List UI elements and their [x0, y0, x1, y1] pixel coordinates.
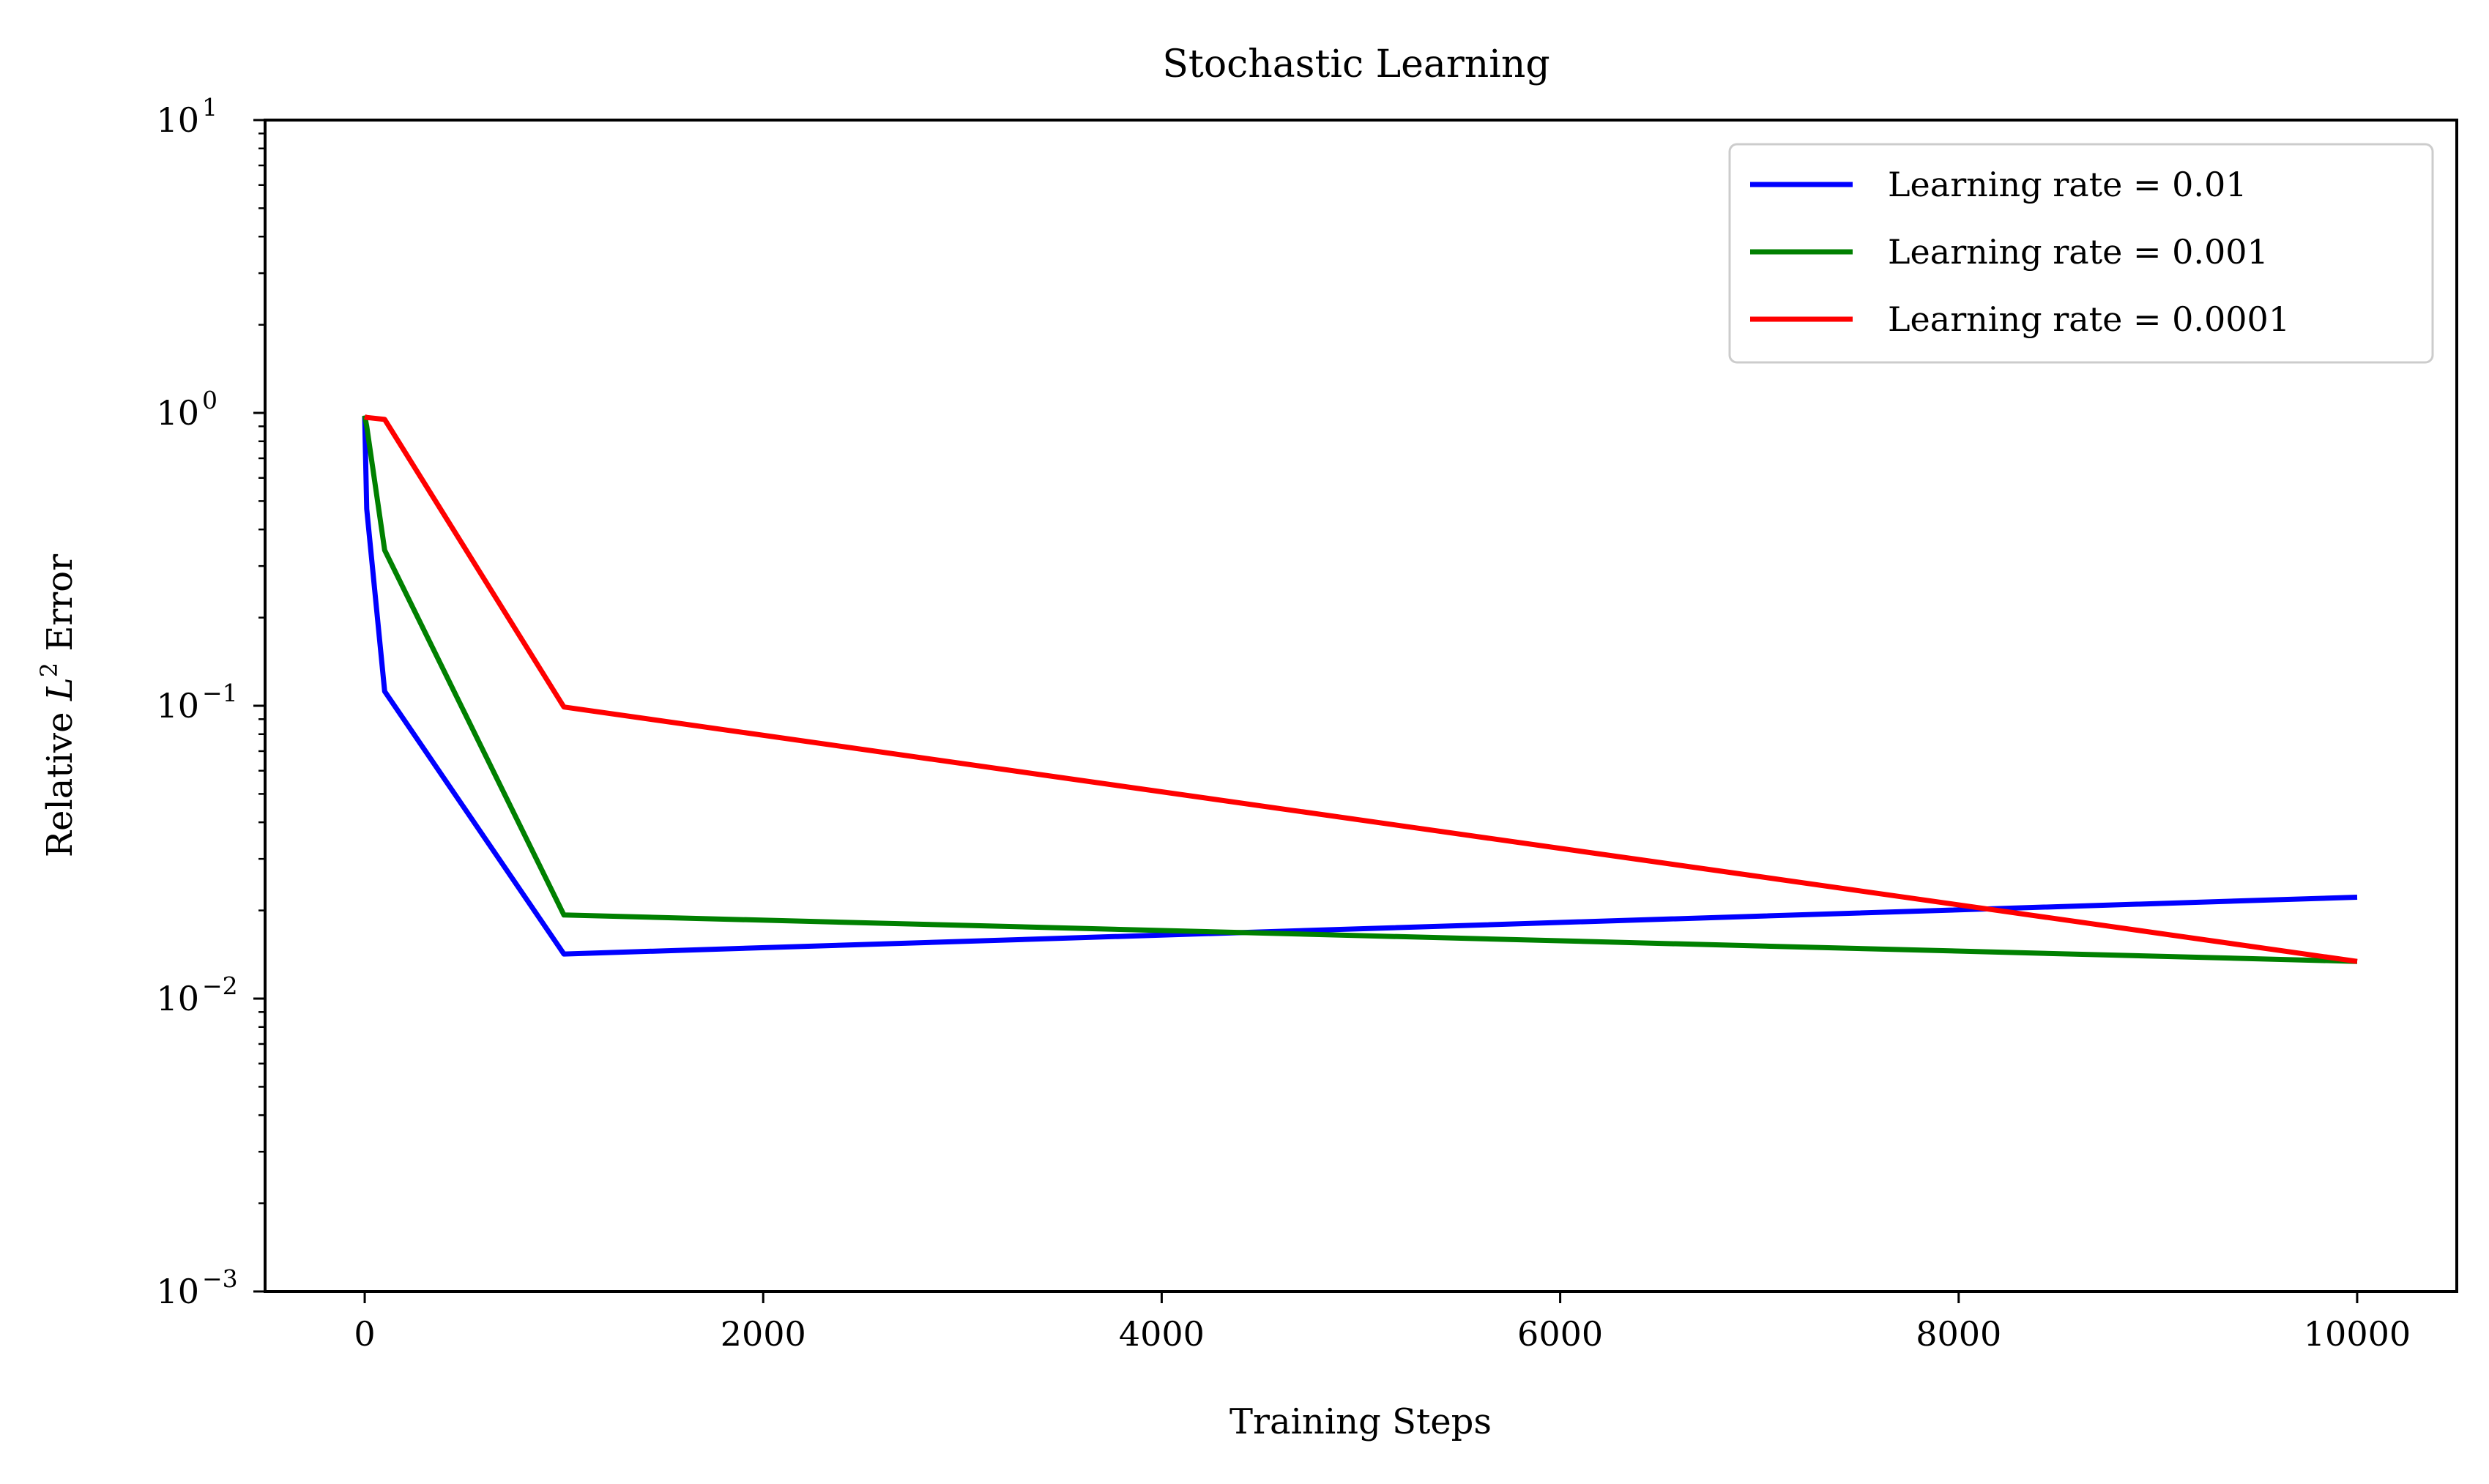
x-tick-label-0: 0 — [354, 1314, 375, 1354]
legend-label-3: Learning rate = 0.0001 — [1888, 299, 2290, 339]
x-tick-label-3: 6000 — [1517, 1314, 1603, 1354]
chart-title: Stochastic Learning — [1162, 42, 1549, 86]
legend-label-1: Learning rate = 0.01 — [1888, 165, 2247, 204]
y-tick-label-0: 10 −3 — [156, 1264, 237, 1311]
y-axis-label-exp: 2 — [35, 663, 63, 677]
y-tick-label-2: 10 −1 — [156, 679, 237, 726]
y-tick-label-3: 10 0 — [156, 386, 217, 433]
series-line-3 — [363, 414, 2358, 964]
plot-frame — [264, 119, 2458, 1293]
series-line-1 — [362, 417, 2358, 957]
legend-box — [1728, 143, 2434, 364]
y-axis-label-var: L — [40, 677, 81, 701]
legend: Learning rate = 0.01 Learning rate = 0.00… — [1728, 143, 2434, 364]
x-tick-label-1: 2000 — [721, 1314, 806, 1354]
x-axis-label: Training Steps — [1229, 1401, 1492, 1442]
y-axis-label-suffix: Error — [40, 554, 81, 663]
y-axis-label: Relative L2 Error — [35, 554, 81, 857]
x-tick-label-4: 8000 — [1916, 1314, 2001, 1354]
y-axis-label-prefix: Relative — [40, 701, 81, 857]
series-line-2 — [362, 414, 2358, 964]
legend-entries: Learning rate = 0.01 Learning rate = 0.00… — [1750, 165, 2290, 339]
y-tick-label-1: 10 −2 — [156, 972, 237, 1018]
x-tick-label-5: 10000 — [2304, 1314, 2411, 1354]
legend-label-2: Learning rate = 0.001 — [1888, 232, 2269, 272]
x-tick-label-2: 4000 — [1119, 1314, 1205, 1354]
series-lines — [362, 414, 2358, 964]
y-tick-label-4: 10 1 — [156, 93, 217, 140]
